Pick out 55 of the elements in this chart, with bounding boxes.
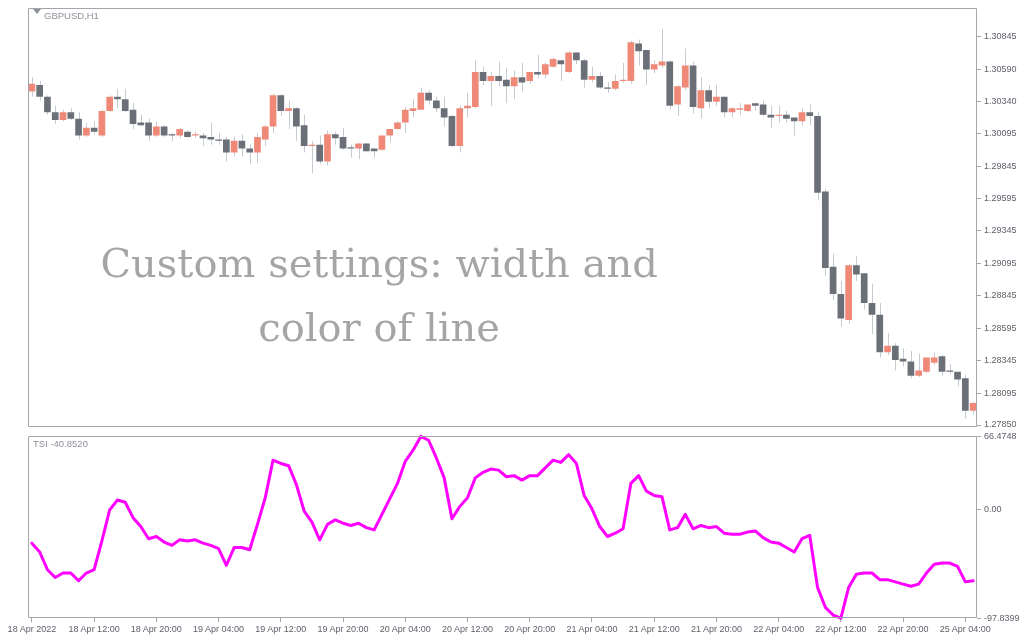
x-tick-label: 25 Apr 04:00 [939, 624, 991, 635]
y-tick-label: 1.29095 [984, 257, 1017, 268]
y-tick-label: 1.30845 [984, 30, 1017, 41]
chart-title: TSI -40.8520 [33, 438, 88, 450]
x-tick-label: 18 Apr 20:00 [130, 624, 182, 635]
x-tick-label: 18 Apr 12:00 [68, 624, 120, 635]
y-tick-label: 1.28345 [984, 355, 1017, 366]
y-tick-label: 66.4748 [984, 430, 1017, 441]
x-tick-label: 21 Apr 04:00 [566, 624, 618, 635]
x-tick-label: 22 Apr 04:00 [753, 624, 805, 635]
y-tick-label: 1.29345 [984, 225, 1017, 236]
y-tick-label: 0.00 [984, 504, 1002, 515]
y-tick-label: 1.30340 [984, 96, 1017, 107]
y-tick-label: 1.29845 [984, 160, 1017, 171]
y-tick-label: 1.30590 [984, 63, 1017, 74]
y-tick-label: 1.28095 [984, 387, 1017, 398]
x-tick-label: 18 Apr 2022 [7, 624, 57, 635]
x-tick-label: 21 Apr 20:00 [690, 624, 742, 635]
candlestick [75, 111, 82, 140]
candlestick [534, 54, 541, 79]
y-tick-label: 1.29595 [984, 193, 1017, 204]
x-tick-label: 21 Apr 12:00 [628, 624, 680, 635]
candlestick [713, 84, 720, 107]
candlestick [806, 103, 814, 126]
x-tick-label: 20 Apr 20:00 [504, 624, 556, 635]
candlestick [565, 50, 572, 74]
candlestick [510, 70, 518, 100]
candlestick [580, 58, 588, 89]
x-tick-label: 19 Apr 20:00 [317, 624, 369, 635]
candlestick [36, 80, 44, 102]
candlestick [868, 283, 876, 335]
candlestick [487, 71, 495, 107]
candlestick [44, 94, 51, 116]
candlestick [277, 93, 285, 117]
candlestick [705, 84, 712, 109]
y-tick-label: 1.28595 [984, 322, 1017, 333]
candlestick [884, 332, 891, 356]
annotation: Custom settings: width and color of line [100, 239, 658, 350]
candlestick [907, 350, 915, 379]
y-tick-label: -97.8399 [984, 612, 1020, 623]
x-tick-label: 20 Apr 04:00 [379, 624, 431, 635]
candlestick [557, 59, 565, 82]
x-tick-label: 19 Apr 12:00 [255, 624, 307, 635]
candlestick [316, 135, 324, 165]
x-tick-label: 20 Apr 12:00 [441, 624, 494, 635]
candlestick [238, 133, 246, 157]
candlestick [51, 105, 59, 125]
y-tick-label: 1.30095 [984, 128, 1017, 139]
y-tick-label: 1.28845 [984, 290, 1017, 301]
x-tick-label: 22 Apr 20:00 [877, 624, 929, 635]
chart-title: GBPUSD,H1 [44, 10, 99, 22]
x-tick-label: 19 Apr 04:00 [193, 624, 245, 635]
y-tick-label: 1.27850 [984, 419, 1017, 430]
candlestick [285, 100, 292, 130]
x-tick-label: 22 Apr 12:00 [815, 624, 867, 635]
